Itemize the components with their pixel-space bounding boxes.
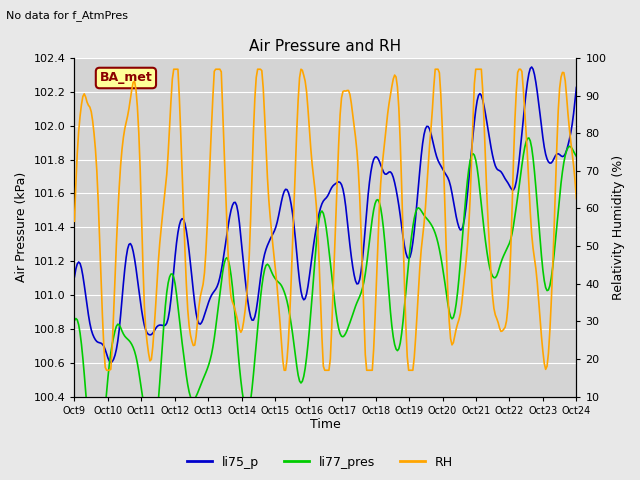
Text: No data for f_AtmPres: No data for f_AtmPres <box>6 10 129 21</box>
Title: Air Pressure and RH: Air Pressure and RH <box>250 39 401 54</box>
Y-axis label: Relativity Humidity (%): Relativity Humidity (%) <box>612 155 625 300</box>
X-axis label: Time: Time <box>310 419 341 432</box>
Text: BA_met: BA_met <box>100 72 152 84</box>
Legend: li75_p, li77_pres, RH: li75_p, li77_pres, RH <box>182 451 458 474</box>
Y-axis label: Air Pressure (kPa): Air Pressure (kPa) <box>15 172 28 282</box>
